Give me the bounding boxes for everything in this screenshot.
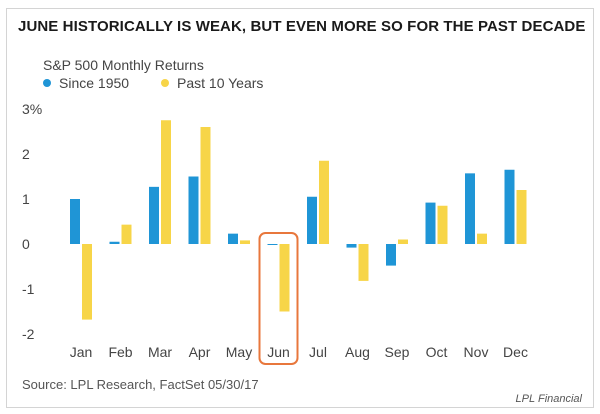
bar-past-10-years-dec (516, 190, 527, 244)
bar-since-1950-jun (267, 244, 278, 245)
legend-label-since-1950: Since 1950 (59, 75, 130, 91)
x-tick-label: Oct (426, 344, 448, 360)
x-tick-label: Apr (189, 344, 211, 360)
x-tick-label: Feb (108, 344, 132, 360)
y-tick-label: -1 (22, 281, 35, 297)
x-tick-label: Aug (345, 344, 370, 360)
bar-since-1950-feb (109, 241, 120, 244)
bar-since-1950-sep (386, 244, 396, 266)
bar-since-1950-jul (307, 196, 317, 244)
bar-past-10-years-mar (161, 120, 171, 244)
bar-past-10-years-aug (358, 244, 369, 281)
x-tick-label: Mar (148, 344, 172, 360)
bar-past-10-years-feb (121, 224, 132, 244)
y-tick-label: -2 (22, 326, 35, 342)
legend-item-past-10-years: Past 10 Years (161, 75, 263, 91)
y-tick-label: 3% (22, 101, 42, 117)
x-tick-label: Jan (70, 344, 93, 360)
x-tick-label: Jul (309, 344, 327, 360)
bar-past-10-years-jun (279, 244, 290, 312)
legend-swatch-past-10-years (161, 79, 169, 87)
x-tick-label: Jun (267, 344, 290, 360)
x-tick-label: Nov (464, 344, 489, 360)
x-tick-label: Sep (385, 344, 410, 360)
lpl-financial-logo: LPL Financial (515, 393, 582, 405)
chart-title: JUNE HISTORICALLY IS WEAK, BUT EVEN MORE… (18, 18, 586, 35)
bar-since-1950-may (228, 233, 238, 244)
bar-past-10-years-sep (398, 239, 408, 244)
bar-since-1950-oct (425, 202, 436, 244)
x-tick-label: May (226, 344, 252, 360)
bar-since-1950-aug (346, 244, 357, 248)
bar-since-1950-mar (149, 186, 159, 244)
bar-since-1950-apr (188, 176, 199, 244)
y-tick-label: 1 (22, 191, 30, 207)
y-tick-label: 2 (22, 146, 30, 162)
chart-subtitle: S&P 500 Monthly Returns (43, 57, 204, 73)
bar-past-10-years-apr (200, 127, 211, 244)
chart-legend: Since 1950 Past 10 Years (0, 75, 600, 95)
legend-item-since-1950: Since 1950 (43, 75, 129, 91)
bar-past-10-years-oct (437, 205, 448, 244)
bar-since-1950-jan (70, 199, 80, 244)
x-tick-label: Dec (503, 344, 528, 360)
highlight-box-jun (258, 232, 299, 365)
y-tick-label: 0 (22, 236, 30, 252)
bar-past-10-years-jan (82, 244, 92, 320)
chart-frame (6, 8, 594, 408)
bar-since-1950-nov (465, 173, 475, 244)
bar-since-1950-dec (504, 169, 515, 244)
bar-past-10-years-may (240, 240, 250, 244)
bar-past-10-years-jul (319, 160, 329, 244)
legend-swatch-since-1950 (43, 79, 51, 87)
source-note: Source: LPL Research, FactSet 05/30/17 (22, 377, 259, 392)
bar-past-10-years-nov (477, 233, 487, 244)
legend-label-past-10-years: Past 10 Years (177, 75, 264, 91)
